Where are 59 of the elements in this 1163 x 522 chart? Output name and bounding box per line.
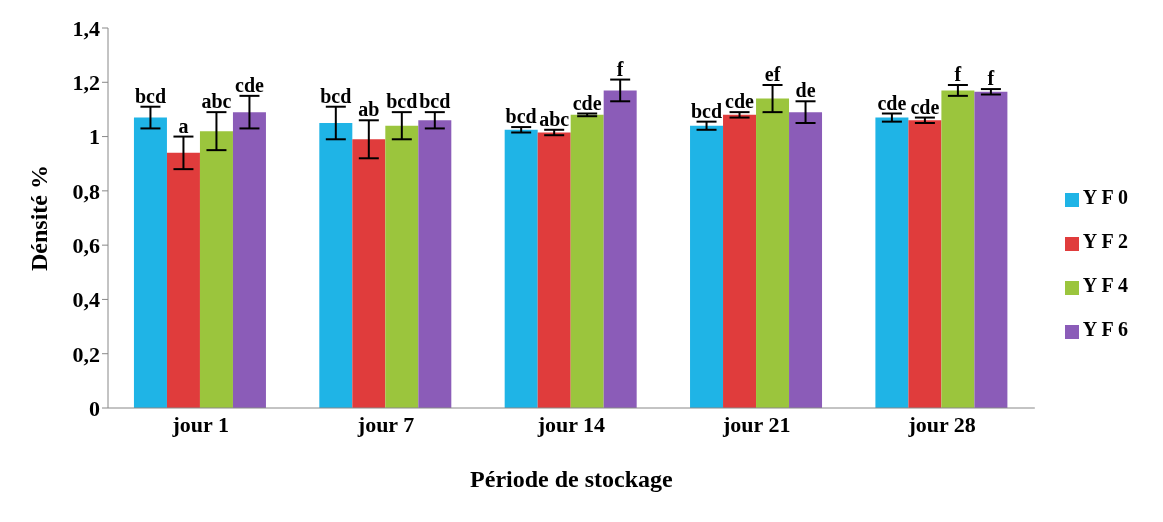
y-tick-label: 0,8 [72,178,100,204]
x-tick-label: jour 1 [171,411,229,437]
data-label: ef [764,63,781,85]
data-label: de [795,79,816,102]
x-tick-label: jour 14 [536,411,606,437]
y-tick-label: 0,4 [72,287,100,313]
bar [418,120,452,408]
data-label: cde [725,90,755,113]
data-label: f [987,67,995,90]
data-label: bcd [134,84,167,107]
data-label: f [954,63,962,85]
y-tick-label: 1,2 [72,70,100,96]
bar [232,112,266,408]
bar [690,125,724,408]
bar [352,139,386,408]
data-label: abc [539,107,570,130]
bar [723,114,757,408]
data-label: bcd [320,84,352,107]
data-label: ab [358,98,380,121]
bar [319,123,353,408]
bar [875,117,909,408]
y-tick-label: 0,2 [72,341,100,367]
bar [908,120,942,408]
y-tick-label: 0,6 [72,232,100,258]
data-label: cde [572,91,602,114]
y-tick-label: 1 [89,124,100,150]
x-tick-label: jour 21 [722,411,791,437]
legend-label: Y F 6 [1082,318,1128,340]
data-label: f [616,57,624,80]
x-tick-label: jour 28 [907,411,976,437]
bar [166,152,200,408]
bar [504,129,538,408]
bar [603,90,637,408]
data-label: bcd [419,90,451,113]
data-label: bcd [386,90,418,113]
y-axis-title: Dénsité % [25,165,52,271]
bar [199,131,233,408]
data-label: bcd [690,99,723,122]
bar [133,117,167,408]
bar [974,91,1008,408]
data-label: a [178,114,189,137]
bar [756,98,790,408]
x-tick-label: jour 7 [356,411,415,437]
bar [385,125,419,408]
bar [570,114,604,408]
data-label: bcd [505,105,537,128]
y-tick-label: 1,4 [72,15,100,41]
data-label: cde [910,95,940,118]
bar [941,90,975,408]
x-axis-title: Période de stockage [470,466,674,493]
data-label: cde [235,73,265,96]
legend-label: Y F 2 [1082,230,1128,252]
bar [537,132,571,408]
bar [789,112,823,408]
data-label: cde [877,91,907,114]
legend-label: Y F 4 [1082,274,1128,296]
data-label: abc [201,90,232,113]
y-tick-label: 0 [89,395,100,421]
legend-label: Y F 0 [1082,186,1128,208]
